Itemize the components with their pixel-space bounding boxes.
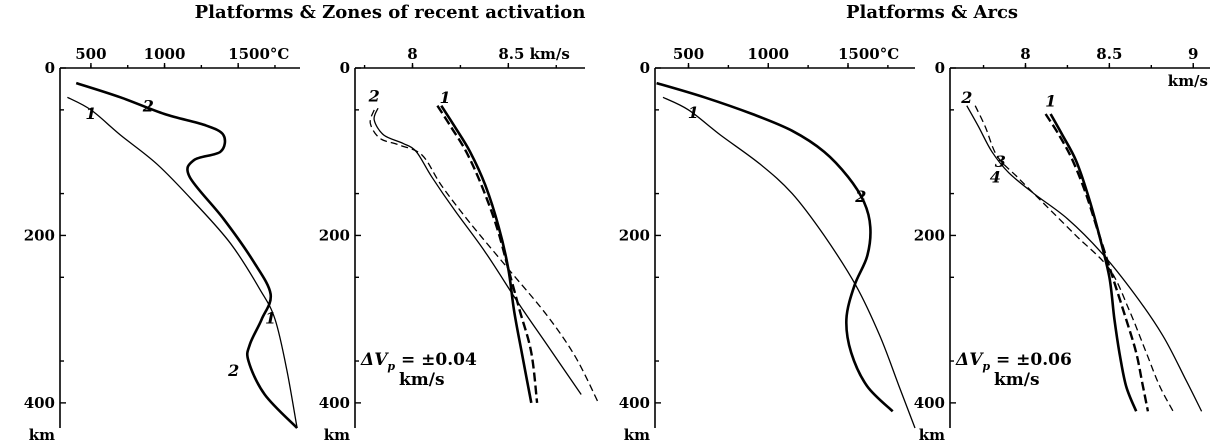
curve-label: 2: [960, 88, 972, 107]
x-tick-label: 9: [1188, 45, 1198, 63]
series-2-line: [75, 81, 299, 429]
x-tick-label: 8.5 km/s: [498, 45, 570, 63]
title-left: Platforms & Zones of recent activation: [195, 2, 586, 23]
y-tick-label: 400: [319, 394, 350, 412]
y-tick-label: 0: [45, 59, 55, 77]
x-tick-label: 1000: [144, 45, 186, 63]
series-1-model-line: [436, 105, 539, 404]
curve-label: 1: [85, 104, 96, 123]
y-tick-label: 400: [24, 394, 55, 412]
y-unit-label: km: [919, 426, 945, 443]
series-2-line: [656, 81, 894, 413]
x-tick-label: 1500°C: [228, 45, 289, 63]
precision-annotation: ΔVp = ±0.06: [955, 350, 1072, 373]
curve-label: 1: [440, 88, 451, 107]
x-tick-label: 1500°C: [838, 45, 899, 63]
x-tick-label: 8: [407, 45, 417, 63]
y-tick-label: 200: [619, 226, 650, 244]
y-tick-label: 0: [340, 59, 350, 77]
series-1-line: [662, 96, 916, 429]
precision-unit: km/s: [994, 370, 1040, 390]
y-tick-label: 400: [914, 394, 945, 412]
x-tick-label: 500: [75, 45, 106, 63]
y-unit-label: km: [324, 426, 350, 443]
curve-label: 2: [227, 361, 239, 380]
curve-label: 1: [688, 103, 699, 122]
curve-label: 1: [265, 308, 276, 327]
y-tick-label: 200: [319, 226, 350, 244]
series-1-model-line: [1044, 113, 1150, 412]
series-3-line: [966, 105, 1203, 412]
y-unit-label: km: [29, 426, 55, 443]
x-unit-label: km/s: [1168, 72, 1208, 90]
title-right: Platforms & Arcs: [846, 2, 1018, 23]
series-2-line: [373, 107, 582, 395]
y-tick-label: 200: [24, 226, 55, 244]
x-tick-label: 8.5: [1096, 45, 1122, 63]
series-1-line: [67, 96, 298, 429]
y-tick-label: 0: [640, 59, 650, 77]
y-tick-label: 400: [619, 394, 650, 412]
curve-label: 1: [1045, 92, 1056, 111]
series-4-line: [974, 105, 1174, 412]
x-tick-label: 500: [673, 45, 704, 63]
curve-label: 4: [990, 168, 1001, 187]
y-unit-label: km: [624, 426, 650, 443]
series-2-model-line: [369, 109, 599, 404]
panel-temperature-activation: 500 1000 1500°C 0 200 400 km 1 2 1 2: [24, 45, 300, 443]
series-1-line: [440, 105, 533, 404]
curve-label: 2: [142, 97, 154, 116]
y-tick-label: 200: [914, 226, 945, 244]
x-tick-label: 1000: [747, 45, 789, 63]
panel-temperature-arcs: 500 1000 1500°C 0 200 400 km 1 2: [619, 45, 916, 443]
curve-label: 3: [995, 152, 1006, 171]
curve-label: 2: [854, 187, 866, 206]
precision-unit: km/s: [399, 370, 445, 390]
curve-label: 2: [368, 86, 380, 105]
x-tick-label: 8: [1020, 45, 1030, 63]
y-tick-label: 0: [935, 59, 945, 77]
precision-annotation: ΔVp = ±0.04: [360, 350, 477, 373]
